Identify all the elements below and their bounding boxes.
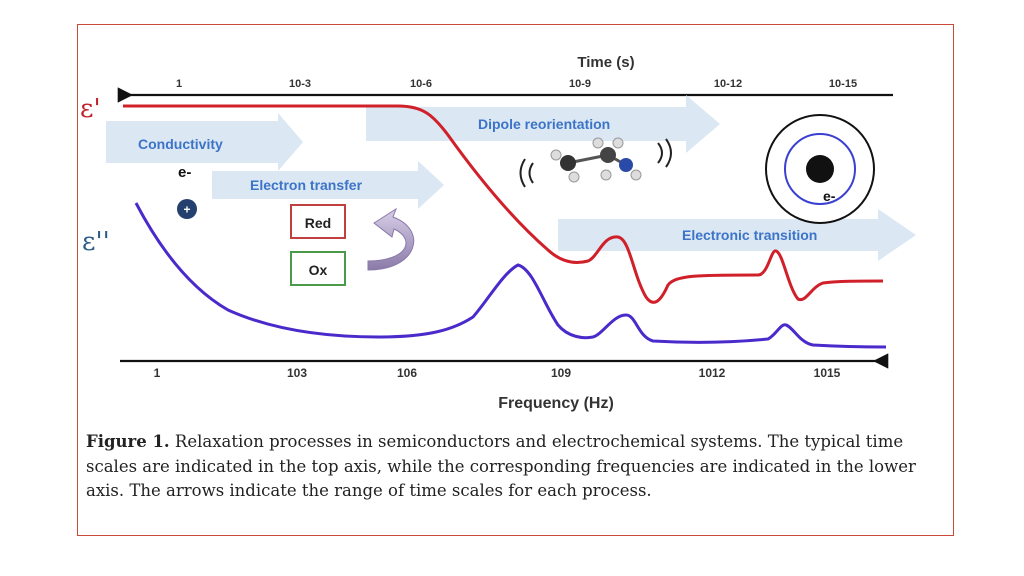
top-tick-label: 10-3 [289, 78, 311, 90]
redox-arrow-icon [367, 207, 415, 271]
figure-frame: Time (s) 1 10-3 10-6 10-9 10-12 10-15 Co… [77, 24, 954, 536]
atom-orbit-icon [765, 114, 875, 224]
bottom-axis-title: Frequency (Hz) [498, 395, 614, 412]
relaxation-figure: Time (s) 1 10-3 10-6 10-9 10-12 10-15 Co… [80, 54, 916, 412]
top-tick-label: 10-9 [569, 78, 591, 90]
caption-label: Figure 1. [86, 432, 170, 451]
bottom-tick-label: 1012 [699, 366, 726, 380]
figure-caption: Figure 1. Relaxation processes in semico… [86, 430, 936, 504]
bottom-tick-label: 106 [397, 366, 417, 380]
dipole-arrow [366, 95, 720, 153]
electron-transfer-label: Electron transfer [250, 177, 363, 193]
electron-label: e- [178, 164, 191, 181]
rotating-molecule-icon [519, 137, 672, 188]
dipole-label: Dipole reorientation [478, 116, 610, 132]
conductivity-label: Conductivity [138, 136, 223, 152]
top-axis-title: Time (s) [577, 54, 634, 71]
bottom-tick-label: 1015 [814, 366, 841, 380]
electron-transfer-arrow [212, 161, 444, 209]
eps-real-curve [123, 104, 884, 304]
hole-plus-label: + [183, 203, 190, 217]
bottom-tick-label: 103 [287, 366, 307, 380]
eps-real-label: ε' [80, 94, 101, 124]
ox-label: Ox [309, 262, 328, 278]
electronic-transition-label: Electronic transition [682, 227, 817, 243]
hole-icon [177, 199, 197, 219]
top-tick-label: 1 [176, 78, 182, 90]
conductivity-arrow [106, 113, 303, 171]
bottom-tick-label: 1 [154, 366, 161, 380]
bottom-tick-label: 109 [551, 366, 571, 380]
eps-imag-curve [134, 202, 887, 349]
top-tick-label: 10-12 [714, 78, 742, 90]
red-box [290, 204, 346, 239]
eps-imag-label: ε'' [82, 227, 110, 257]
top-tick-label: 10-6 [410, 78, 432, 90]
caption-text: Relaxation processes in semiconductors a… [86, 432, 916, 500]
red-label: Red [305, 215, 331, 231]
top-tick-label: 10-15 [829, 78, 857, 90]
ox-box [290, 251, 346, 286]
orbit-electron-label: e- [823, 188, 836, 204]
